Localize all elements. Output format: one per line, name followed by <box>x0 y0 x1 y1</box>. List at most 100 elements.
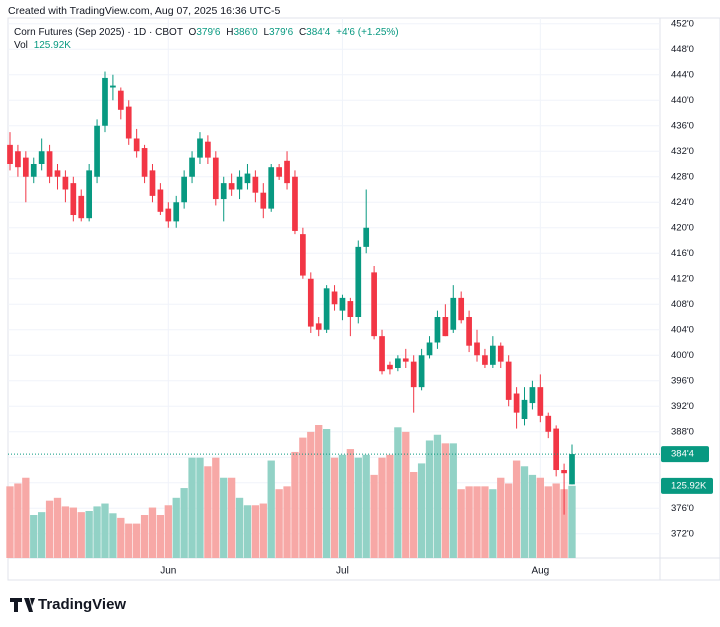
legend-volume-label: Vol <box>14 40 28 51</box>
volume-bar <box>378 457 386 558</box>
legend-high: 386'0 <box>234 27 259 38</box>
chart-frame <box>7 17 720 581</box>
candle-body <box>94 125 100 177</box>
volume-bar <box>6 486 14 558</box>
candle-body <box>339 297 346 311</box>
volume-bar <box>45 500 54 558</box>
volume-bar <box>386 454 394 558</box>
volume-bar <box>465 486 473 558</box>
candle-body <box>133 138 140 152</box>
volume-bar <box>489 489 497 558</box>
last-volume-label: 125.92K <box>671 480 707 491</box>
candle-body <box>228 183 235 190</box>
volume-bar <box>473 486 481 558</box>
volume-bar <box>560 489 568 558</box>
candle-body <box>236 176 243 190</box>
candle-body <box>38 151 45 164</box>
legend-change: +4'6 (+1.25%) <box>336 27 399 38</box>
volume-bar <box>481 486 489 558</box>
legend-volume: Vol 125.92K <box>14 40 71 51</box>
candle-body <box>284 160 290 184</box>
y-tick-label: 452'0 <box>671 18 694 29</box>
volume-bar <box>188 457 196 558</box>
y-tick-label: 444'0 <box>671 69 694 80</box>
volume-bar <box>53 497 62 558</box>
volume-bar <box>512 460 521 558</box>
volume-bar <box>38 512 46 558</box>
volume-bar <box>220 477 228 558</box>
candle-body <box>426 342 433 356</box>
volume-bar <box>125 523 133 558</box>
candle-body <box>54 170 61 177</box>
y-tick-label: 424'0 <box>671 197 694 208</box>
volume-bar <box>235 497 244 558</box>
volume-bar <box>410 472 418 558</box>
candle-body <box>521 399 528 420</box>
volume-bar <box>212 457 220 558</box>
y-tick-label: 436'0 <box>671 120 694 131</box>
y-tick-label: 412'0 <box>671 273 694 284</box>
last-price-tag <box>661 446 709 463</box>
candle-body <box>181 176 187 203</box>
logo: TradingView <box>10 596 126 613</box>
volume-bar <box>497 477 505 558</box>
candle-body <box>141 148 148 177</box>
candle-body <box>466 317 472 346</box>
candle-body <box>268 167 275 209</box>
candle-body <box>276 167 282 177</box>
candle-body <box>418 355 425 388</box>
candle-body <box>205 141 211 158</box>
last-price-label: 384'4 <box>671 449 694 460</box>
y-tick-label: 420'0 <box>671 222 694 233</box>
volume-bar <box>259 503 267 558</box>
volume-bar <box>449 443 457 558</box>
volume-bar <box>14 483 22 558</box>
y-tick-label: 400'0 <box>671 350 694 361</box>
candle-body <box>15 151 21 168</box>
candle-body <box>323 288 330 330</box>
candle-body <box>553 428 560 471</box>
volume-bar <box>69 507 77 558</box>
volume-bar <box>148 507 157 558</box>
candle-body <box>189 157 195 177</box>
volume-bar <box>520 466 529 558</box>
y-tick-label: 416'0 <box>671 248 694 259</box>
candle-body <box>363 227 370 247</box>
y-tick-label: 448'0 <box>671 44 694 55</box>
volume-bar <box>251 505 260 558</box>
volume-bar <box>441 443 450 558</box>
volume-bar <box>227 477 236 558</box>
candle-body <box>46 151 53 177</box>
volume-bar <box>180 488 188 558</box>
logo-mark <box>10 598 35 612</box>
candle-body <box>529 387 536 404</box>
candle-body <box>331 291 338 305</box>
candle-body <box>260 192 267 209</box>
volume-bar <box>93 506 101 558</box>
legend-high-label: H <box>226 27 233 38</box>
volume-bar <box>544 486 552 558</box>
volume-bar <box>196 457 204 558</box>
legend-close-label: C <box>299 27 306 38</box>
volume-bar <box>156 515 165 558</box>
candle-body <box>220 183 227 200</box>
volume-bar <box>330 457 339 558</box>
volume-bar <box>338 454 347 558</box>
candle-body <box>387 364 393 370</box>
volume-bar <box>346 449 355 558</box>
x-tick-label: Jul <box>336 566 349 577</box>
y-tick-label: 440'0 <box>671 95 694 106</box>
x-tick-label: Aug <box>531 566 549 577</box>
candle-body <box>7 144 13 164</box>
last-volume-tag <box>661 477 713 494</box>
volume-bar <box>30 515 38 558</box>
volume-bar <box>370 474 378 558</box>
volume-bar <box>425 440 434 558</box>
volume-bar <box>22 477 30 558</box>
volume-bar <box>275 489 283 558</box>
volume-bar <box>109 513 117 558</box>
candle-body <box>212 157 219 200</box>
volume-bar <box>322 429 331 558</box>
candle-body <box>474 342 480 356</box>
